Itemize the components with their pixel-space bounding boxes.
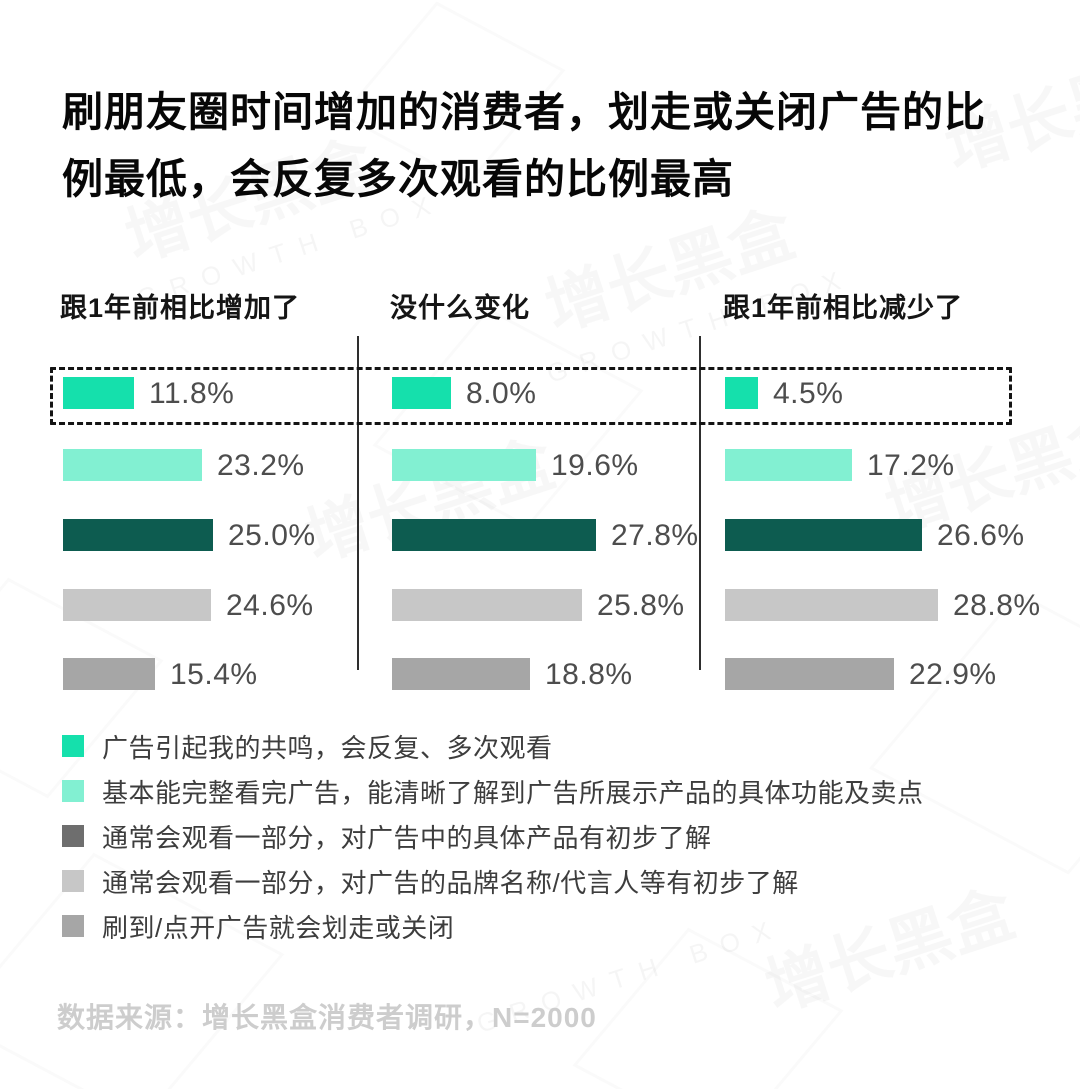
bar-value-label: 25.0% (228, 519, 316, 552)
bar-value-label: 23.2% (217, 449, 305, 482)
bar (725, 449, 852, 481)
bar-value-label: 4.5% (773, 377, 844, 410)
bar-value-label: 18.8% (545, 658, 633, 691)
legend-label: 广告引起我的共鸣，会反复、多次观看 (102, 732, 553, 763)
bar-value-label: 24.6% (226, 589, 314, 622)
column-header-no-change: 没什么变化 (390, 293, 530, 323)
bar-value-label: 8.0% (466, 377, 537, 410)
bar-value-label: 25.8% (597, 589, 685, 622)
column-divider (699, 336, 701, 670)
legend-label: 刷到/点开广告就会划走或关闭 (102, 912, 455, 943)
legend-label: 通常会观看一部分，对广告的品牌名称/代言人等有初步了解 (102, 867, 799, 898)
legend-label: 通常会观看一部分，对广告中的具体产品有初步了解 (102, 822, 712, 853)
data-source-note: 数据来源：增长黑盒消费者调研，N=2000 (57, 1002, 597, 1033)
bar (392, 449, 536, 481)
bar (63, 519, 213, 551)
legend-item: 刷到/点开广告就会划走或关闭 (62, 912, 924, 943)
column-header-increased: 跟1年前相比增加了 (60, 293, 301, 323)
bar-value-label: 22.9% (909, 658, 997, 691)
legend-swatch-icon (62, 915, 84, 937)
bar (392, 519, 596, 551)
watermark-logo-shape (572, 927, 844, 1089)
legend-swatch-icon (62, 825, 84, 847)
bar-value-label: 28.8% (953, 589, 1041, 622)
bar (392, 658, 530, 690)
legend-swatch-icon (62, 870, 84, 892)
watermark-text: 增长黑盒 (296, 426, 563, 575)
highlight-dashed-box (50, 367, 1012, 425)
bar (725, 519, 922, 551)
bar (63, 377, 134, 409)
bar (63, 589, 211, 621)
legend-label: 基本能完整看完广告，能清晰了解到广告所展示产品的具体功能及卖点 (102, 777, 924, 808)
page-title-line-2: 例最低，会反复多次观看的比例最高 (62, 156, 734, 203)
legend-item: 基本能完整看完广告，能清晰了解到广告所展示产品的具体功能及卖点 (62, 777, 924, 808)
column-divider (357, 336, 359, 670)
bar (392, 589, 582, 621)
column-header-decreased: 跟1年前相比减少了 (723, 293, 964, 323)
page-title: 刷朋友圈时间增加的消费者，划走或关闭广告的比 例最低，会反复多次观看的比例最高 (62, 79, 1002, 213)
legend-item: 通常会观看一部分，对广告的品牌名称/代言人等有初步了解 (62, 867, 924, 898)
bar-value-label: 26.6% (937, 519, 1025, 552)
page-title-line-1: 刷朋友圈时间增加的消费者，划走或关闭广告的比 (62, 89, 986, 136)
bar (63, 658, 155, 690)
legend-item: 广告引起我的共鸣，会反复、多次观看 (62, 732, 924, 763)
bar-value-label: 15.4% (170, 658, 258, 691)
bar-value-label: 11.8% (149, 377, 235, 410)
legend-swatch-icon (62, 780, 84, 802)
bar-value-label: 19.6% (551, 449, 639, 482)
bar-value-label: 27.8% (611, 519, 699, 552)
bar (725, 589, 938, 621)
bar (725, 377, 758, 409)
legend-swatch-icon (62, 735, 84, 757)
legend-item: 通常会观看一部分，对广告中的具体产品有初步了解 (62, 822, 924, 853)
legend: 广告引起我的共鸣，会反复、多次观看基本能完整看完广告，能清晰了解到广告所展示产品… (62, 732, 924, 943)
bar (392, 377, 451, 409)
bar-value-label: 17.2% (867, 449, 955, 482)
bar (725, 658, 894, 690)
bar (63, 449, 202, 481)
